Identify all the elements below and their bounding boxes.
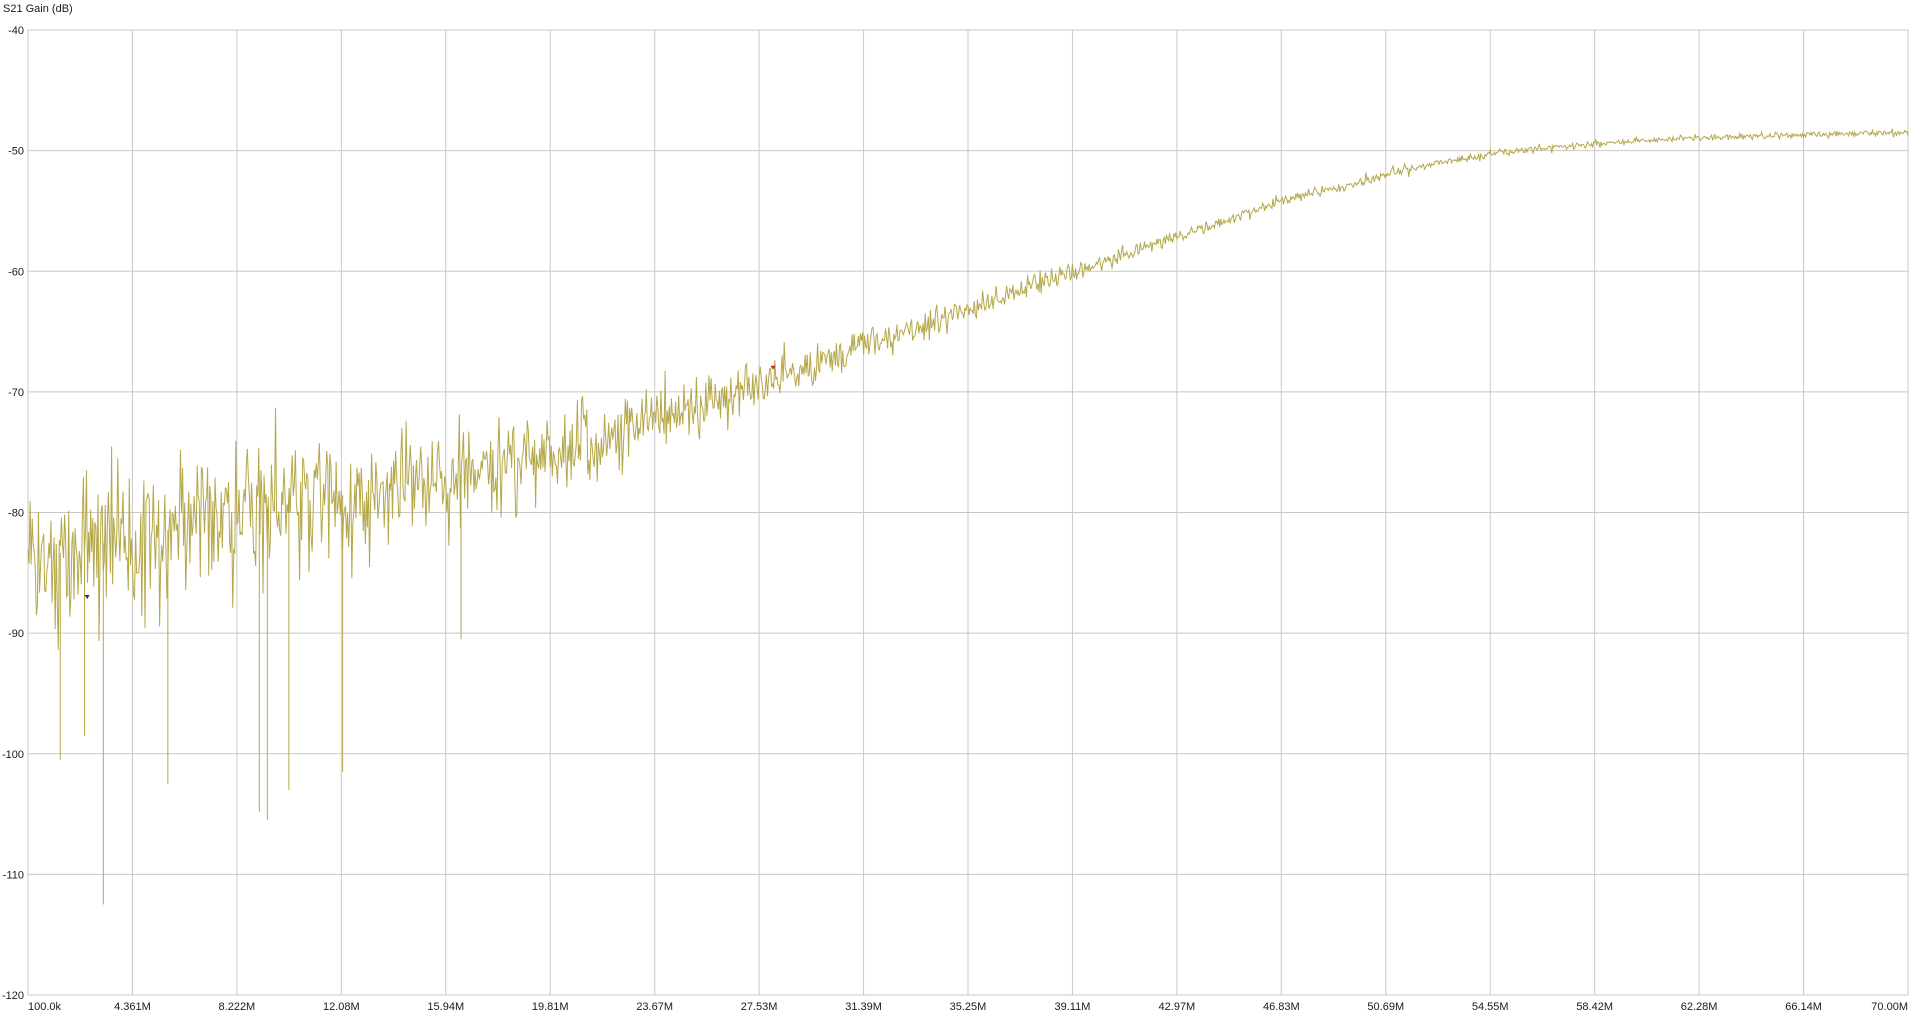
y-tick-label: -70 [8,387,24,399]
y-tick-label: -120 [2,990,24,1002]
trace-line [27,128,1909,651]
y-tick-label: -90 [8,628,24,640]
x-tick-label: 70.00M [1871,1001,1908,1013]
marker-point [770,365,776,370]
y-tick-label: -110 [3,869,24,881]
x-tick-label: 46.83M [1263,1001,1300,1013]
axes: 100.0k 4.361M 8.222M 12.08M 15.94M 19.81M 23.6… [2,25,1908,1013]
y-tick-label: -50 [8,146,24,158]
x-tick-label: 54.55M [1472,1001,1509,1013]
x-tick-label: 27.53M [741,1001,778,1013]
marker-point [84,594,90,599]
y-tick-label: -40 [8,25,24,37]
x-tick-label: 12.08M [323,1001,360,1013]
x-tick-label: 100.0k [28,1001,62,1013]
y-tick-label: -100 [2,749,24,761]
x-tick-label: 4.361M [114,1001,151,1013]
x-tick-label: 8.222M [219,1001,256,1013]
x-tick-label: 15.94M [427,1001,464,1013]
y-tick-label: -60 [8,266,24,278]
x-tick-label: 42.97M [1159,1001,1196,1013]
x-tick-label: 66.14M [1785,1001,1822,1013]
y-axis-title: S21 Gain (dB) [3,3,73,15]
x-tick-label: 62.28M [1681,1001,1718,1013]
x-tick-label: 19.81M [532,1001,569,1013]
x-tick-label: 23.67M [636,1001,673,1013]
x-tick-label: 39.11M [1055,1001,1091,1013]
x-tick-label: 31.39M [845,1001,882,1013]
markers [84,365,776,599]
y-tick-label: -80 [8,508,24,520]
trace [27,128,1909,905]
x-tick-label: 58.42M [1576,1001,1613,1013]
x-tick-label: 50.69M [1367,1001,1404,1013]
x-tick-label: 35.25M [950,1001,987,1013]
